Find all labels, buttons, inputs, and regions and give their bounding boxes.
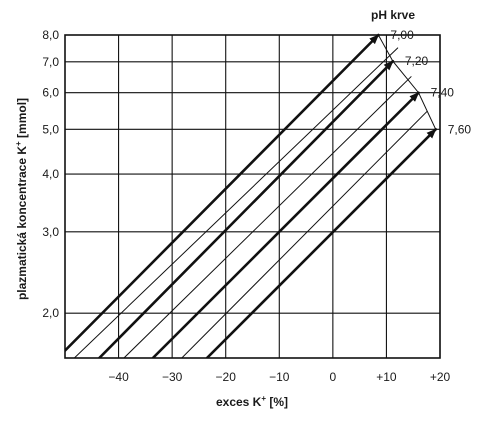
- ph-boundary-line: [377, 34, 437, 130]
- y-tick-label: 5,0: [42, 122, 59, 136]
- y-tick-label: 6,0: [42, 86, 59, 100]
- ph-series-line: [205, 128, 438, 358]
- x-tick-label: −20: [216, 370, 237, 384]
- grid-lines: [65, 34, 441, 358]
- y-tick-label: 4,0: [42, 167, 59, 181]
- series-labels: 7,00 7,20 7,40 7,60: [390, 28, 471, 136]
- y-tick-label: 2,0: [42, 306, 59, 320]
- x-tick-label: +20: [430, 370, 451, 384]
- ph-interpolation-line: [123, 76, 412, 358]
- x-tick-labels: −40 −30 −20 −10 0 +10 +20: [108, 370, 450, 384]
- ph-interpolation-line: [73, 47, 399, 358]
- y-tick-label: 3,0: [42, 225, 59, 239]
- x-tick-label: −10: [269, 370, 290, 384]
- ph-series-line: [65, 33, 380, 352]
- y-tick-label: 7,0: [42, 55, 59, 69]
- ph-boundary: [377, 34, 437, 130]
- plot-frame: [64, 34, 441, 359]
- series-label: 7,20: [405, 54, 429, 68]
- series-lines: [65, 33, 438, 358]
- x-tick-label: −30: [162, 370, 183, 384]
- x-tick-label: +10: [376, 370, 397, 384]
- series-label: 7,00: [390, 28, 414, 42]
- series-title: pH krve: [371, 8, 415, 22]
- ph-series-line: [97, 59, 395, 358]
- ph-interpolation-line: [181, 110, 428, 358]
- x-tick-label: −40: [108, 370, 129, 384]
- ph-series-line: [151, 91, 420, 358]
- y-tick-label: 8,0: [42, 28, 59, 42]
- y-axis-title: plazmatická koncentrace K+ [mmol]: [14, 98, 29, 300]
- series-label: 7,40: [431, 86, 455, 100]
- x-axis-title: exces K+ [%]: [216, 394, 288, 409]
- series-label: 7,60: [448, 122, 472, 136]
- y-tick-labels: 2,0 3,0 4,0 5,0 6,0 7,0 8,0: [42, 28, 59, 320]
- x-tick-label: 0: [330, 370, 337, 384]
